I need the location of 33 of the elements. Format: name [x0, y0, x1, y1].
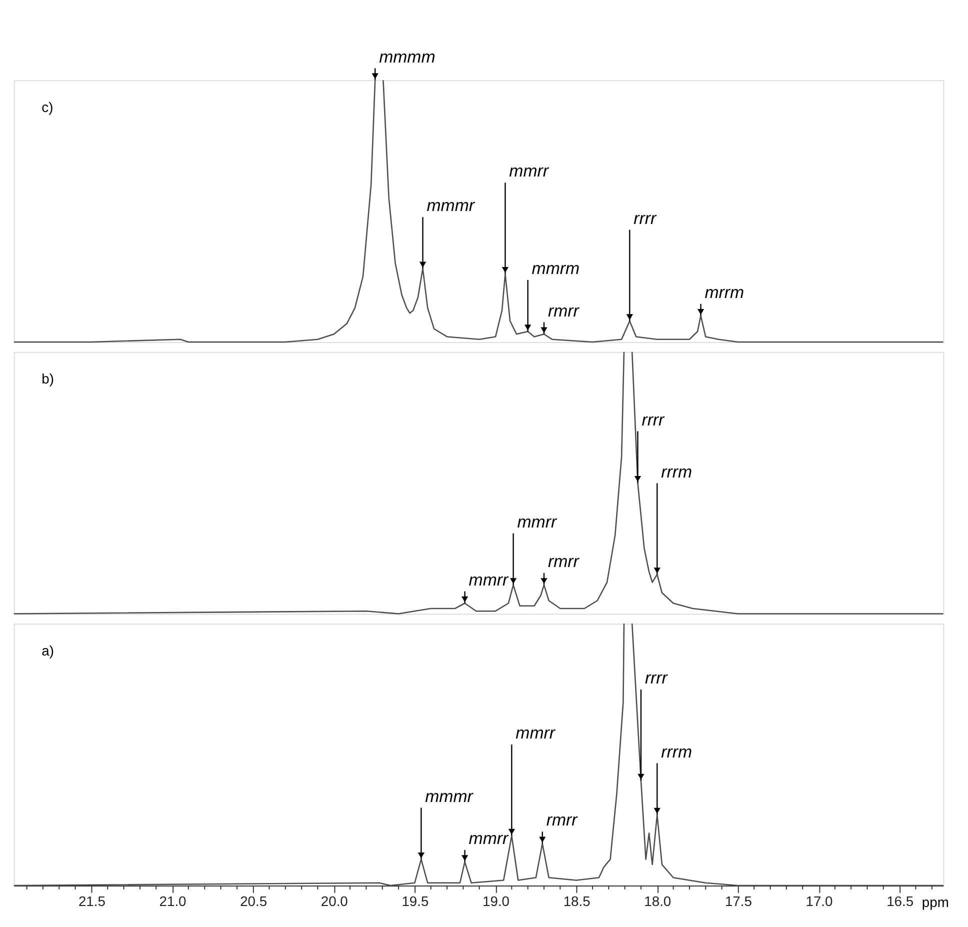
- x-tick-label: 18.5: [563, 892, 591, 909]
- x-tick-label: 21.0: [159, 892, 187, 909]
- annotation: mmmr: [425, 786, 474, 806]
- x-tick-label: 20.0: [320, 892, 348, 909]
- annotation: rmrr: [548, 552, 580, 572]
- x-tick-label: 17.5: [724, 892, 752, 909]
- x-tick-label: 21.5: [78, 892, 106, 909]
- x-tick-label: 17.0: [806, 892, 834, 909]
- annotation: mmrr: [517, 512, 558, 532]
- annotation: rrrm: [661, 742, 692, 762]
- annotation: rrrm: [661, 462, 692, 482]
- text: c): [42, 98, 54, 115]
- annotation: rrrr: [644, 668, 669, 688]
- x-tick-label: 16.5: [886, 892, 914, 909]
- annotation: rrrr: [634, 208, 658, 228]
- annotation: mmmr: [426, 196, 476, 216]
- annotation: mmrr: [509, 162, 550, 181]
- annotation: mmmm: [379, 47, 436, 66]
- x-tick-label: 19.5: [402, 892, 429, 909]
- x-tick-label: 19.0: [482, 892, 510, 909]
- annotation: mmrr: [468, 829, 510, 848]
- annotation: mmrr: [516, 724, 556, 743]
- annotation: rmrr: [548, 301, 580, 320]
- x-tick-label: 20.5: [240, 892, 268, 909]
- text: a): [42, 642, 54, 658]
- x-tick-label: 18.0: [644, 892, 672, 909]
- annotation: mmrm: [532, 258, 580, 278]
- x-axis-title: ppm: [922, 894, 949, 910]
- annotation: rmrr: [546, 810, 579, 830]
- text: b): [42, 370, 54, 387]
- annotation: mmrr: [468, 570, 510, 590]
- annotation: mrrm: [704, 282, 744, 302]
- annotation: rrrr: [642, 410, 666, 430]
